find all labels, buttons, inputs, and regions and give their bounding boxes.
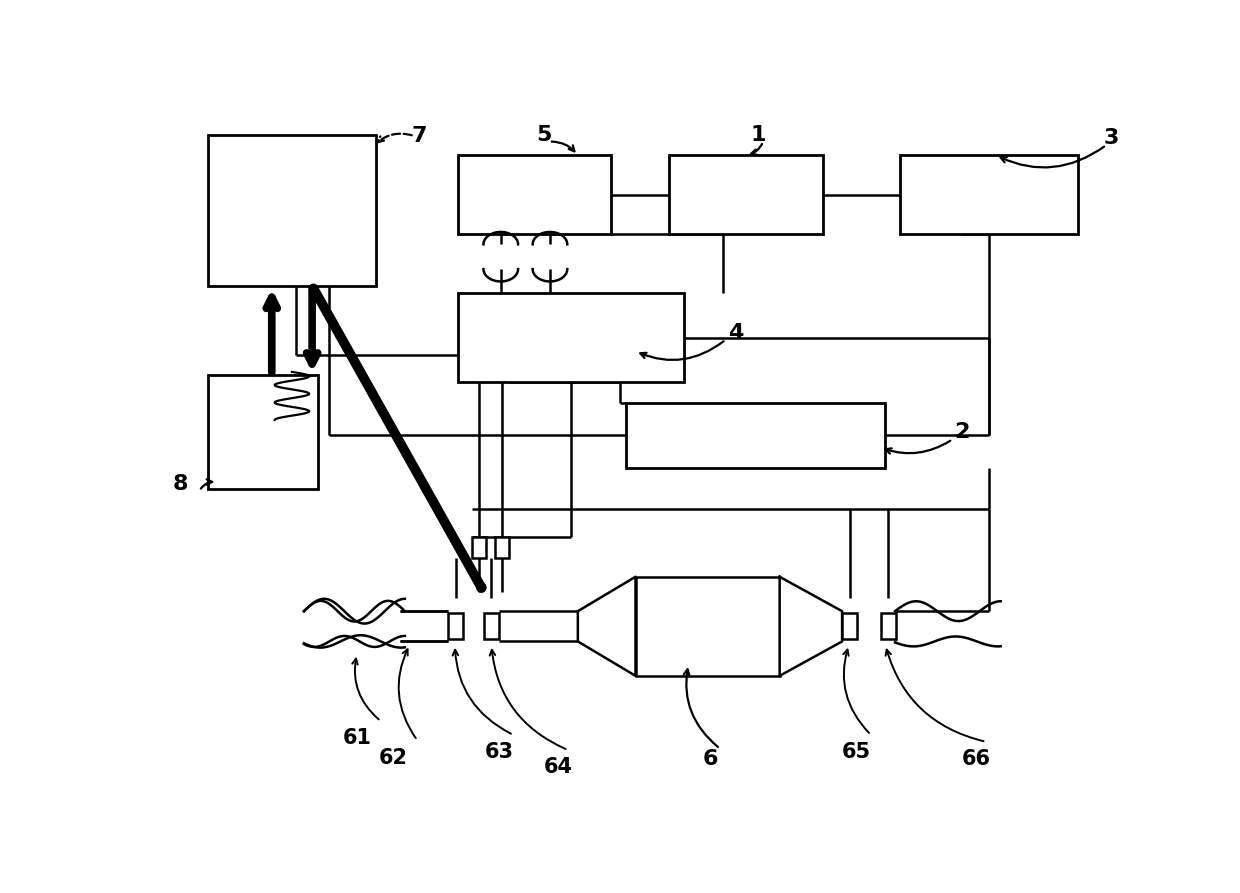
Text: 64: 64 [544, 757, 573, 777]
FancyBboxPatch shape [880, 613, 897, 639]
Text: 65: 65 [842, 742, 870, 762]
Text: 4: 4 [728, 322, 743, 343]
Text: 61: 61 [342, 729, 371, 748]
Polygon shape [780, 577, 842, 676]
FancyBboxPatch shape [208, 135, 376, 286]
Text: 2: 2 [955, 422, 970, 442]
FancyBboxPatch shape [842, 613, 858, 639]
FancyBboxPatch shape [448, 613, 464, 639]
Text: 5: 5 [537, 125, 552, 145]
FancyBboxPatch shape [626, 403, 885, 468]
FancyBboxPatch shape [458, 155, 611, 234]
FancyBboxPatch shape [670, 155, 823, 234]
Text: 63: 63 [485, 742, 513, 762]
FancyBboxPatch shape [484, 613, 498, 639]
Text: 1: 1 [750, 125, 766, 145]
FancyBboxPatch shape [472, 537, 486, 557]
FancyBboxPatch shape [458, 293, 683, 382]
Text: 7: 7 [412, 126, 427, 146]
FancyBboxPatch shape [900, 155, 1078, 234]
FancyBboxPatch shape [495, 537, 508, 557]
Text: 62: 62 [379, 747, 408, 768]
FancyBboxPatch shape [208, 375, 319, 488]
Polygon shape [578, 577, 635, 676]
Text: 66: 66 [962, 749, 991, 769]
FancyBboxPatch shape [635, 577, 780, 676]
Text: 3: 3 [1104, 128, 1118, 148]
Text: 8: 8 [172, 474, 187, 494]
Text: 6: 6 [703, 749, 718, 769]
